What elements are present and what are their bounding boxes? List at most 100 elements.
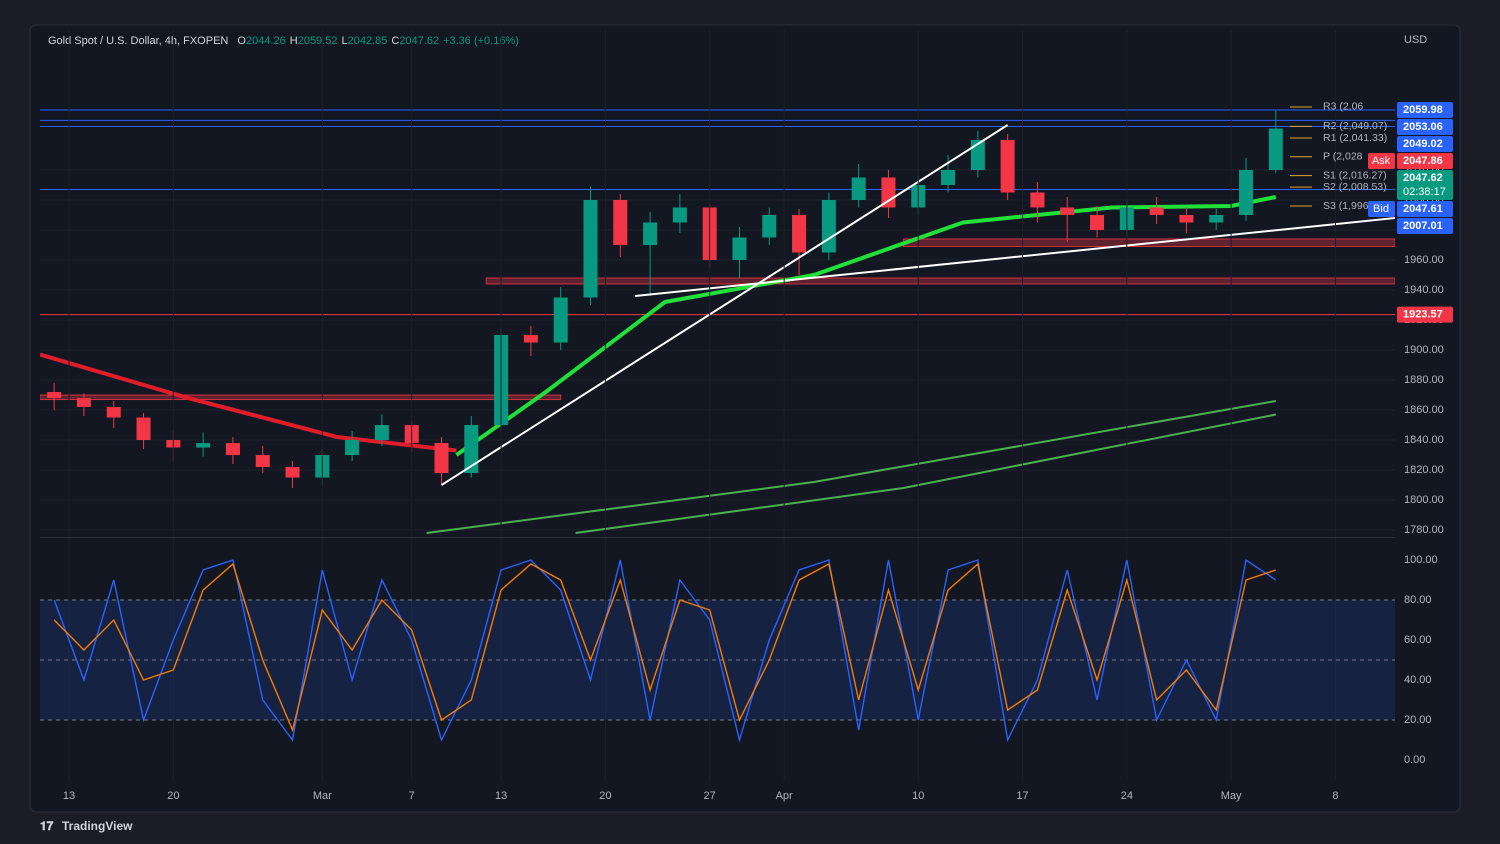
x-tick-label: 24 xyxy=(1121,790,1133,802)
trendline xyxy=(440,124,1009,486)
pivot-label: R2 (2,049.07) xyxy=(1323,120,1387,132)
candle-body xyxy=(643,222,658,245)
candle-body xyxy=(851,177,866,200)
ohlc-value: 2047.62 xyxy=(399,35,439,47)
quote-name-tag xyxy=(1368,200,1395,217)
x-tick-label: 20 xyxy=(599,790,611,802)
candle-body xyxy=(792,214,807,253)
y-tick-label: 1940.00 xyxy=(1404,284,1444,296)
oscillator-line xyxy=(53,558,1277,743)
quote-name-tag xyxy=(1368,152,1395,169)
moving-average xyxy=(455,195,1277,457)
candle-body xyxy=(345,440,360,456)
zone xyxy=(40,394,562,401)
y-tick-label: 1960.00 xyxy=(1404,254,1444,266)
ohlc-value: 2059.52 xyxy=(298,35,338,47)
candle-body xyxy=(672,207,687,223)
y-tick-label: 1840.00 xyxy=(1404,434,1444,446)
x-tick-label: 17 xyxy=(1016,790,1028,802)
y-tick-label: 80.00 xyxy=(1404,594,1432,606)
candle-body xyxy=(1060,207,1075,215)
change: +3.36 (+0.16%) xyxy=(443,35,519,47)
brand: TradingView xyxy=(62,819,133,833)
candle-body xyxy=(1239,169,1254,215)
x-tick-label: 20 xyxy=(167,790,179,802)
pivot-label: S2 (2,008.53) xyxy=(1323,181,1387,193)
quote-name: Bid xyxy=(1373,203,1389,215)
x-tick-label: May xyxy=(1221,790,1242,802)
x-tick-label: 7 xyxy=(409,790,415,802)
y-tick-label: 100.00 xyxy=(1404,554,1438,566)
moving-average xyxy=(575,413,1277,535)
candle-body xyxy=(434,443,449,474)
trendline xyxy=(635,216,1395,297)
x-tick-label: Mar xyxy=(313,790,332,802)
pivot-label: S1 (2,016.27) xyxy=(1323,169,1387,181)
price-tag xyxy=(1397,135,1453,152)
price-tag-label: 2059.98 xyxy=(1403,104,1443,116)
price-tag-label: 2007.01 xyxy=(1403,220,1443,232)
price-tag-label: 2053.06 xyxy=(1403,121,1443,133)
candle-body xyxy=(196,443,211,448)
candle-body xyxy=(732,237,747,260)
price-tag xyxy=(1397,217,1453,234)
candle-body xyxy=(821,199,836,253)
pivot-label: R1 (2,041.33) xyxy=(1323,132,1387,144)
candle-body xyxy=(941,169,956,185)
candle-body xyxy=(374,425,389,441)
candle-body xyxy=(47,392,62,399)
symbol-title: Gold Spot / U.S. Dollar, 4h, FXOPEN xyxy=(48,35,228,47)
candle-body xyxy=(285,467,300,478)
y-tick-label: 1780.00 xyxy=(1404,524,1444,536)
price-tag xyxy=(1397,101,1453,118)
x-tick-label: 10 xyxy=(912,790,924,802)
ohlc-label: C xyxy=(391,35,399,47)
price-tag xyxy=(1397,306,1453,323)
ohlc-value: 2042.85 xyxy=(348,35,388,47)
candle-body xyxy=(881,177,896,208)
countdown: 02:38:17 xyxy=(1403,186,1446,198)
candle-body xyxy=(255,455,270,468)
brand-logo: 𝟏𝟕 xyxy=(40,819,54,833)
x-tick-label: Apr xyxy=(776,790,793,802)
pivot-label: R3 (2,06 xyxy=(1323,101,1363,113)
x-tick-label: 13 xyxy=(495,790,507,802)
candle-body xyxy=(553,297,568,343)
ohlc-label: H xyxy=(290,35,298,47)
y-tick-label: 1880.00 xyxy=(1404,374,1444,386)
candle-body xyxy=(762,214,777,238)
y-tick-label: 60.00 xyxy=(1404,634,1432,646)
ohlc-value: 2044.26 xyxy=(246,35,286,47)
zone xyxy=(485,277,1395,285)
price-tag-label: 2049.02 xyxy=(1403,138,1443,150)
x-tick-label: 27 xyxy=(704,790,716,802)
candle-body xyxy=(106,407,121,418)
candle-body xyxy=(970,139,985,170)
ohlc-label: L xyxy=(341,35,347,47)
pivot-label: S3 (1,996) xyxy=(1323,200,1372,212)
chart-header: Gold Spot / U.S. Dollar, 4h, FXOPEN O204… xyxy=(48,35,519,47)
price-tag-label: 2047.86 xyxy=(1403,155,1443,167)
price-tag xyxy=(1397,152,1453,169)
candle-body xyxy=(1268,128,1283,170)
y-tick-label: 0.00 xyxy=(1404,754,1425,766)
x-tick-label: 8 xyxy=(1332,790,1338,802)
moving-average xyxy=(40,352,457,453)
candle-body xyxy=(225,443,240,456)
price-tag xyxy=(1397,200,1453,217)
price-tag-label: 2047.62 xyxy=(1403,172,1443,184)
candle-body xyxy=(1149,207,1164,215)
candle-body xyxy=(1209,214,1224,223)
y-tick-label: 20.00 xyxy=(1404,714,1432,726)
candle-body xyxy=(1179,214,1194,223)
price-tag xyxy=(1397,169,1453,200)
y-tick-label: 1800.00 xyxy=(1404,494,1444,506)
pivot-label: P (2,028 xyxy=(1323,151,1363,163)
candle-body xyxy=(1030,192,1045,208)
y-tick-label: 1860.00 xyxy=(1404,404,1444,416)
candle-body xyxy=(76,398,91,408)
candle-body xyxy=(1000,139,1015,193)
candle-body xyxy=(136,417,151,441)
quote-name: Ask xyxy=(1372,155,1391,167)
